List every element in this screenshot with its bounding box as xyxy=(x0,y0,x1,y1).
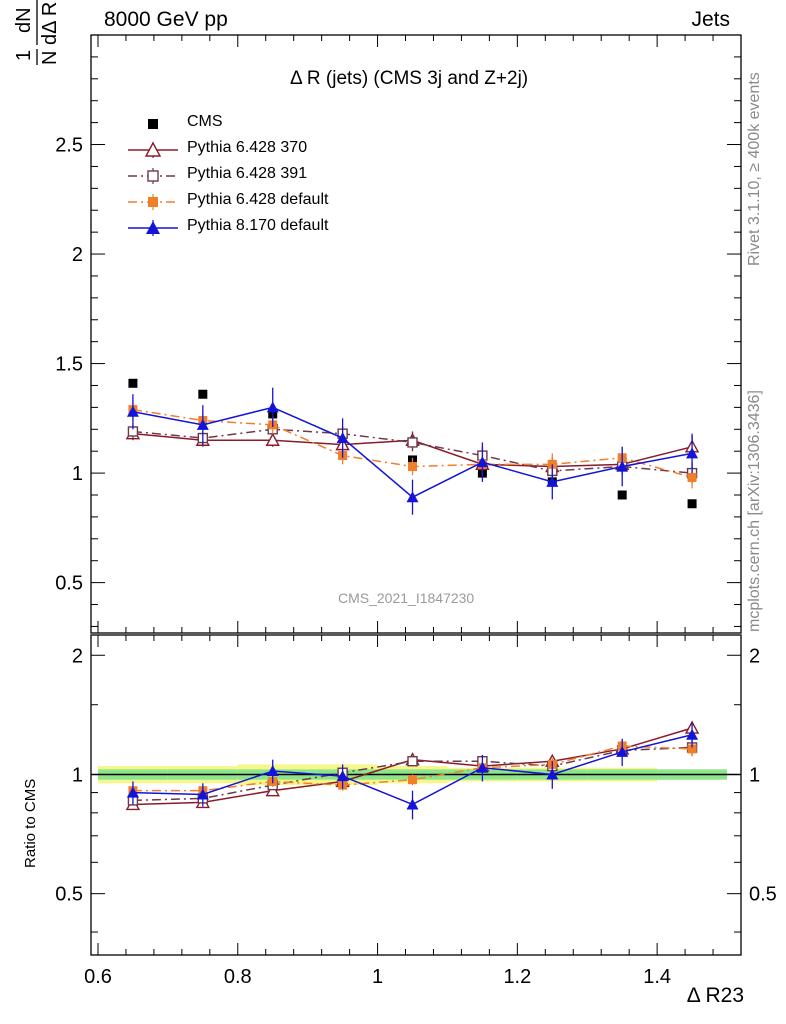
plot-title: Δ R (jets) (CMS 3j and Z+2j) xyxy=(290,68,529,89)
analysis-name-watermark: CMS_2021_I1847230 xyxy=(338,590,475,606)
legend-label: Pythia 8.170 default xyxy=(187,217,329,234)
ratio-series-group xyxy=(125,720,700,820)
data-point xyxy=(147,170,159,182)
data-point xyxy=(616,745,629,757)
y-tick-label: 0.5 xyxy=(55,573,83,595)
data-point xyxy=(546,768,559,780)
data-point xyxy=(476,761,489,773)
data-point xyxy=(686,728,699,740)
legend-label: Pythia 6.428 391 xyxy=(187,165,308,182)
x-tick-label: 0.8 xyxy=(224,966,252,988)
data-point xyxy=(144,141,162,157)
data-point xyxy=(687,744,697,754)
data-point xyxy=(687,472,697,482)
data-point xyxy=(148,197,158,207)
x-tick-label: 0.6 xyxy=(84,966,112,988)
data-point xyxy=(196,788,209,800)
data-point xyxy=(126,405,139,417)
y-tick-label: 2 xyxy=(72,244,83,266)
ratio-y-tick-label: 0.5 xyxy=(55,884,83,906)
main-panel-frame xyxy=(90,34,742,634)
data-point xyxy=(146,221,160,234)
y-label-d-delta-r: dΔ R xyxy=(39,2,61,45)
ratio-series-pythia-8-170-default xyxy=(126,722,699,820)
data-point xyxy=(686,447,699,459)
data-point xyxy=(196,418,209,430)
header-process-label: Jets xyxy=(691,8,730,31)
legend-item-pythia-6-428-391 xyxy=(128,168,178,184)
ratio-y-tick-label-right: 1 xyxy=(749,764,760,786)
data-point xyxy=(406,798,419,810)
legend-item-pythia-8-170-default xyxy=(128,220,178,236)
x-tick-label: 1 xyxy=(372,966,383,988)
data-point xyxy=(616,460,629,472)
legend-label: Pythia 6.428 370 xyxy=(187,139,308,156)
y-label-dn: dN xyxy=(13,7,35,33)
main-series-pythia-8-170-default xyxy=(126,387,699,515)
ratio-y-tick-label-right: 0.5 xyxy=(749,884,777,906)
legend-item-pythia-6-428-370 xyxy=(128,141,178,158)
data-point xyxy=(546,475,559,487)
ratio-series-line xyxy=(132,746,693,802)
y-tick-label: 1 xyxy=(72,463,83,485)
data-point xyxy=(408,775,418,785)
data-point xyxy=(407,756,418,767)
data-point xyxy=(336,432,349,444)
x-tick-label: 1.4 xyxy=(643,966,671,988)
y-label-numerator: 1 xyxy=(13,50,35,61)
data-point xyxy=(406,491,419,503)
legend-item-pythia-6-428-default xyxy=(128,194,178,210)
legend-label: CMS xyxy=(187,113,223,130)
data-point xyxy=(126,786,139,798)
ratio-y-tick-label-right: 2 xyxy=(749,645,760,667)
data-point xyxy=(617,490,627,500)
ratio-panel-frame xyxy=(90,634,742,956)
y-tick-label: 2.5 xyxy=(55,135,83,157)
data-point xyxy=(198,389,208,399)
data-point xyxy=(336,770,349,782)
x-tick-label: 1.2 xyxy=(503,966,531,988)
legend-item-cms xyxy=(148,119,158,129)
data-point xyxy=(266,401,279,413)
data-point xyxy=(687,499,697,509)
legend-label: Pythia 6.428 default xyxy=(187,191,329,208)
data-point xyxy=(476,456,489,468)
main-series-line xyxy=(132,428,693,474)
ratio-y-tick-label: 2 xyxy=(72,645,83,667)
y-label-denominator: N xyxy=(39,51,61,65)
ratio-y-tick-label: 1 xyxy=(72,764,83,786)
data-point xyxy=(148,119,158,129)
main-series-group xyxy=(125,378,700,515)
data-point xyxy=(128,378,138,388)
data-point xyxy=(265,432,280,446)
header-energy-label: 8000 GeV pp xyxy=(104,8,228,31)
y-tick-label: 1.5 xyxy=(55,354,83,376)
data-point xyxy=(408,462,418,472)
data-point xyxy=(407,437,418,448)
data-point xyxy=(266,765,279,777)
x-axis-label: Δ R23 xyxy=(686,984,744,1007)
